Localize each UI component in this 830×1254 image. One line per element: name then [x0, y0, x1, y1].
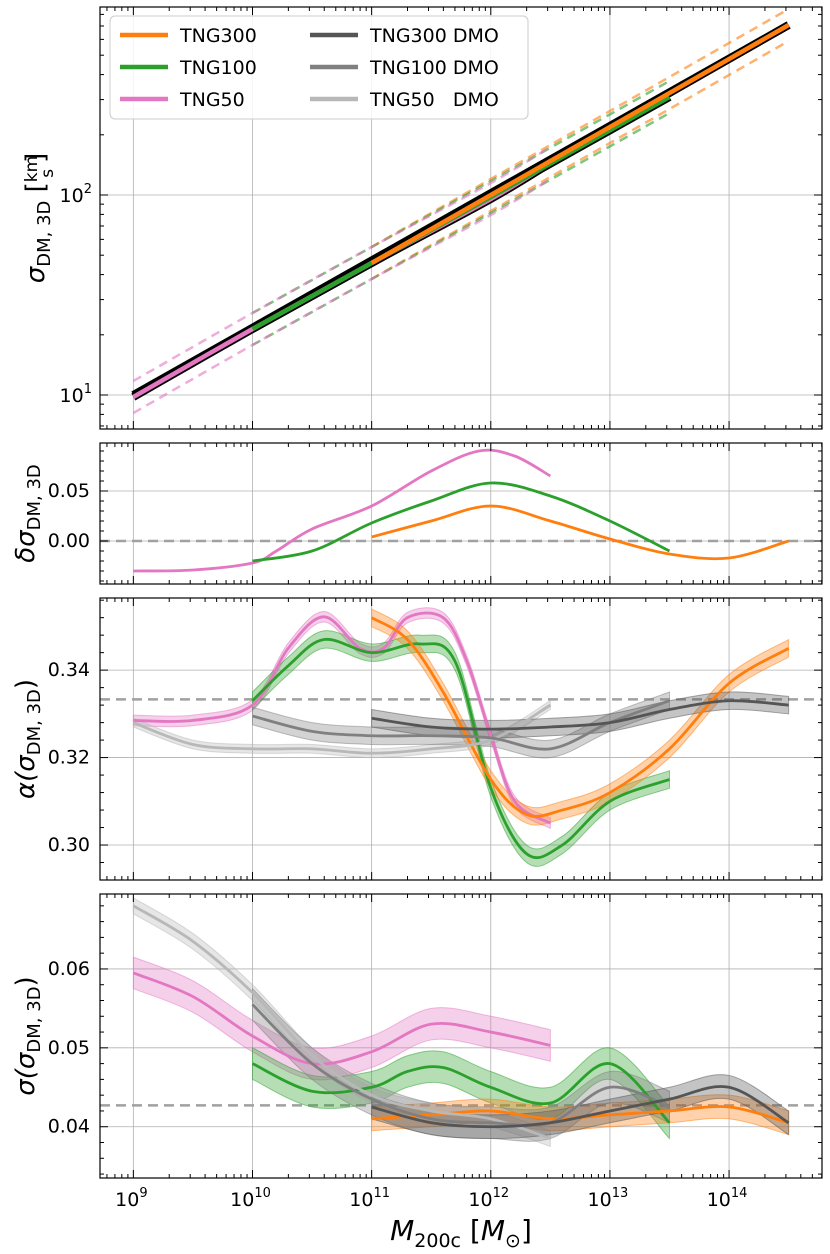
y-axis-label: α(σDM, 3D)	[11, 679, 45, 799]
tng50-dmo-line	[132, 904, 551, 1140]
x-tick-label: 1012	[468, 1186, 509, 1211]
x-axis-label: M200c [M⊙]	[390, 1214, 532, 1252]
tng300-line	[371, 504, 790, 561]
legend-label-tng300: TNG300	[179, 25, 257, 47]
panel-scatter: 0.04 0.05 0.06σ(σDM, 3D) 109 1010 1011 1012 101…	[11, 893, 823, 1211]
tng300-dmo-line	[371, 1085, 790, 1129]
tng100-line	[251, 638, 670, 860]
x-tick-label: 1011	[349, 1186, 390, 1211]
tng100-line	[252, 481, 671, 563]
y-axis-label: σDM, 3D [kms]	[21, 153, 58, 283]
panel-alpha: 0.30 0.32 0.34α(σDM, 3D)	[11, 597, 823, 881]
tng50-band-lower	[132, 177, 552, 415]
tng50-dmo-band	[132, 897, 551, 1148]
y-tick-label: 102	[60, 182, 92, 207]
axes-frame	[99, 893, 823, 1179]
tng100-dmo-line	[252, 699, 670, 751]
x-tick-label: 1010	[230, 1186, 271, 1211]
legend: TNG300 TNG100 TNG50 TNG300 DMO TNG100 DMO TNG…	[109, 15, 529, 120]
tng50-band	[132, 956, 551, 1081]
legend-label-tng50: TNG50	[179, 89, 245, 111]
y-axis-label: σ(σDM, 3D)	[11, 976, 45, 1095]
plot-area	[100, 448, 822, 573]
y-tick-label: 0.05	[48, 1036, 90, 1058]
tng50-line	[132, 971, 551, 1066]
tng50-dmo-band	[132, 699, 551, 759]
tng50-line	[133, 611, 552, 825]
tng50-line	[133, 448, 552, 573]
y-tick-label: 101	[60, 382, 92, 407]
y-axis-label: δσDM, 3D	[11, 464, 45, 563]
tng50-band-upper	[132, 145, 552, 383]
y-tick-label: 0.34	[48, 659, 90, 681]
tng100-band-lower	[251, 111, 671, 347]
tng300-line	[370, 616, 790, 818]
y-tick-label: 0.32	[48, 746, 90, 768]
tng100-dmo-line	[251, 1003, 670, 1127]
legend-label-tng50-dmo: TNG50 DMO	[369, 89, 499, 111]
plot-area	[100, 607, 822, 867]
y-tick-label: 0.05	[48, 480, 90, 502]
axes-frame	[99, 442, 823, 585]
legend-label-tng100-dmo: TNG100 DMO	[369, 57, 499, 79]
tng300-dmo-line	[371, 699, 789, 731]
tng100-line	[251, 1062, 671, 1124]
x-tick-label: 1014	[707, 1186, 748, 1211]
tng300-dmo-band	[371, 691, 790, 739]
tng50-dmo-line	[132, 703, 552, 755]
y-tick-label: 0.06	[48, 957, 90, 979]
axes-frame	[99, 597, 823, 881]
y-tick-label: 0.00	[48, 530, 90, 552]
y-tick-label: 0.04	[48, 1115, 90, 1137]
plot-area	[131, 7, 791, 415]
axes-frame	[99, 6, 823, 430]
legend-label-tng300-dmo: TNG300 DMO	[369, 25, 499, 47]
legend-label-tng100: TNG100	[179, 57, 257, 79]
x-tick-label: 109	[115, 1186, 147, 1211]
x-tick-label: 1013	[588, 1186, 629, 1211]
y-tick-label: 0.30	[48, 834, 90, 856]
plot-area	[100, 897, 822, 1148]
tng300-line	[370, 23, 790, 265]
